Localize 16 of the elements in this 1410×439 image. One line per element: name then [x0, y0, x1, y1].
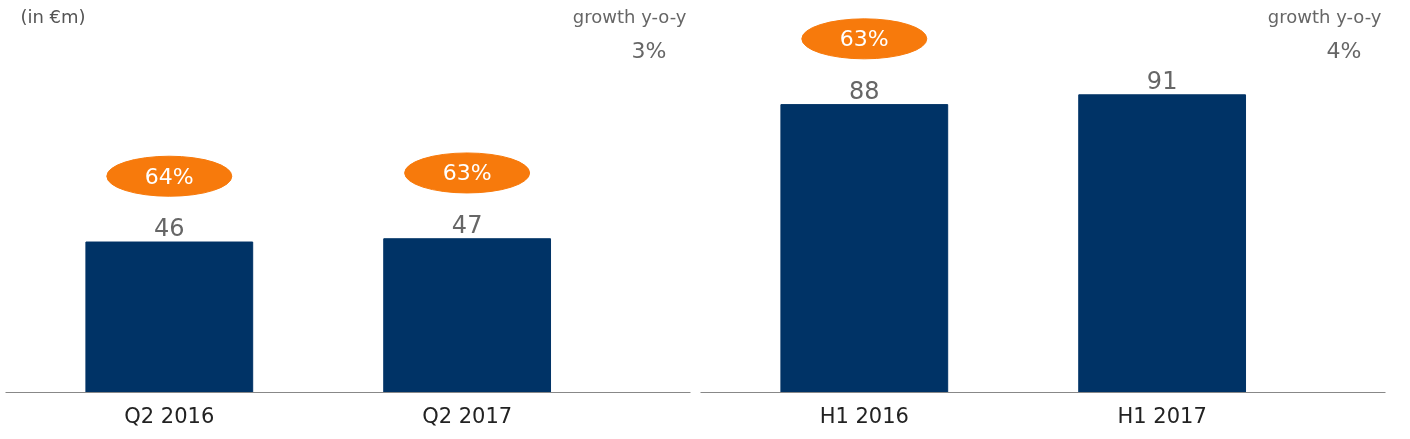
text: 4% — [1326, 37, 1362, 63]
data-label: 91 — [1146, 66, 1178, 95]
x-tick-label: H1 2017 — [1117, 403, 1207, 428]
text: growth y-o-y — [572, 5, 687, 27]
x-tick-label: Q2 2016 — [124, 403, 215, 428]
text: growth y-o-y — [1267, 5, 1382, 27]
data-label: 88 — [849, 76, 880, 105]
x-tick-label: Q2 2017 — [422, 403, 513, 428]
chart-subtitle: (in €m) — [20, 5, 86, 27]
text: 63% — [839, 26, 889, 52]
text: 3% — [631, 37, 667, 63]
x-tick-label: H1 2016 — [819, 403, 909, 428]
data-label: 47 — [451, 210, 483, 239]
text: 63% — [442, 160, 492, 186]
data-label: 46 — [154, 214, 185, 243]
text: 64% — [144, 163, 194, 189]
